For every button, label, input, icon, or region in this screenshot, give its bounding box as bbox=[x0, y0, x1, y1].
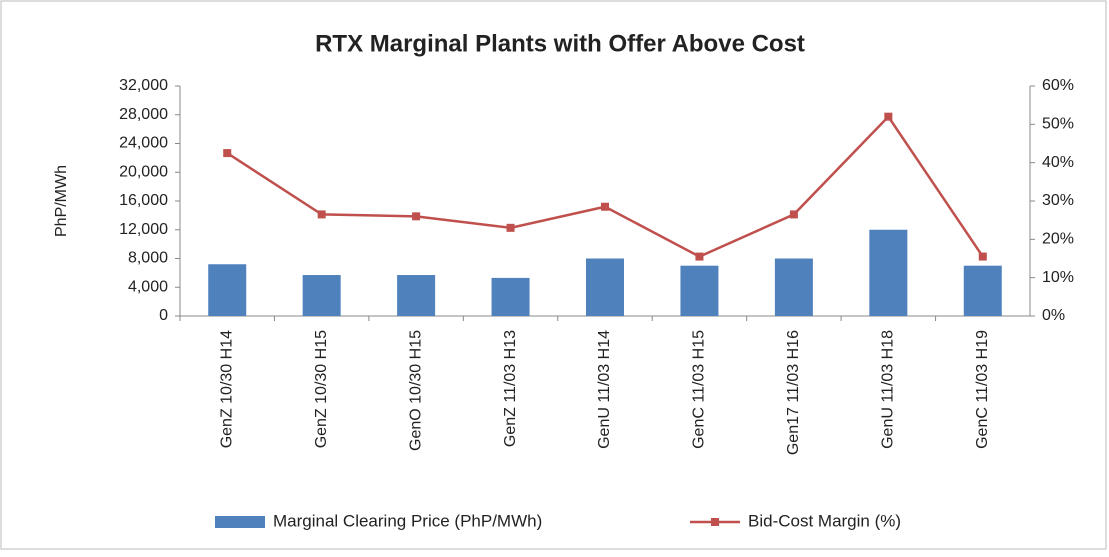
x-tick-label: GenU 11/03 H14 bbox=[596, 330, 613, 449]
bar bbox=[586, 258, 624, 316]
y-tick-label: 4,000 bbox=[128, 278, 168, 295]
y-axis-label: PhP/MWh bbox=[53, 165, 70, 237]
y-tick-label: 32,000 bbox=[119, 77, 168, 94]
line-marker bbox=[317, 210, 326, 219]
y-tick-label: 24,000 bbox=[119, 135, 168, 152]
bar bbox=[397, 275, 436, 316]
y2-tick-label: 40% bbox=[1042, 154, 1074, 171]
y-tick-label: 12,000 bbox=[119, 221, 168, 238]
line-marker bbox=[695, 252, 704, 261]
y2-tick-label: 10% bbox=[1042, 269, 1074, 286]
x-tick-label: GenZ 10/30 H14 bbox=[218, 330, 235, 448]
y2-tick-label: 20% bbox=[1042, 231, 1074, 248]
y2-tick-label: 30% bbox=[1042, 192, 1074, 209]
line-marker bbox=[601, 202, 609, 211]
x-tick-label: GenC 11/03 H19 bbox=[974, 330, 991, 449]
y2-tick-label: 60% bbox=[1042, 77, 1074, 94]
y-tick-label: 20,000 bbox=[119, 163, 168, 180]
bar bbox=[208, 264, 247, 316]
bar bbox=[680, 265, 719, 316]
x-tick-label: GenC 11/03 H15 bbox=[691, 330, 708, 449]
y-tick-label: 16,000 bbox=[119, 192, 168, 209]
legend-label: Marginal Clearing Price (PhP/MWh) bbox=[273, 511, 542, 530]
y2-tick-label: 0% bbox=[1042, 307, 1065, 324]
bar bbox=[963, 265, 1002, 316]
bar bbox=[869, 229, 908, 316]
line-marker bbox=[412, 212, 421, 221]
line-marker bbox=[223, 149, 232, 158]
y2-tick-label: 50% bbox=[1042, 116, 1074, 133]
line-marker bbox=[789, 210, 798, 219]
x-tick-label: GenU 11/03 H18 bbox=[880, 330, 897, 449]
x-tick-label: GenO 10/30 H15 bbox=[407, 330, 424, 451]
line-marker bbox=[506, 223, 515, 232]
line-marker bbox=[884, 112, 893, 121]
legend-swatch bbox=[215, 516, 265, 528]
bar bbox=[774, 258, 813, 316]
x-tick-label: Gen17 11/03 H16 bbox=[785, 330, 802, 455]
bar bbox=[491, 277, 530, 316]
y-tick-label: 0 bbox=[159, 307, 168, 324]
legend-label: Bid-Cost Margin (%) bbox=[748, 511, 901, 530]
y-tick-label: 8,000 bbox=[128, 250, 168, 267]
bar bbox=[302, 275, 341, 316]
line-marker bbox=[978, 252, 987, 261]
x-tick-label: GenZ 11/03 H13 bbox=[502, 330, 519, 447]
y-tick-label: 28,000 bbox=[119, 106, 168, 123]
legend-marker bbox=[711, 518, 719, 526]
x-tick-label: GenZ 10/30 H15 bbox=[313, 330, 330, 448]
chart-title: RTX Marginal Plants with Offer Above Cos… bbox=[315, 30, 805, 57]
